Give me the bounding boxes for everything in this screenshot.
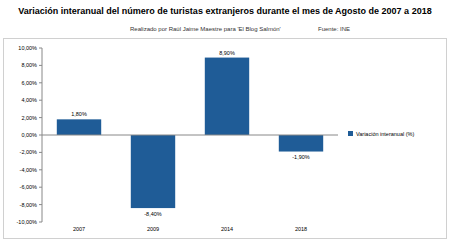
x-tick-label: 2014 <box>221 226 233 232</box>
data-label: -8,40% <box>144 211 162 217</box>
y-tick <box>39 135 42 136</box>
y-tick <box>39 222 42 223</box>
y-tick-label: 8,00% <box>21 62 37 68</box>
y-tick <box>39 48 42 49</box>
chart: Variación interanual del número de turis… <box>0 0 450 240</box>
bar <box>279 135 323 152</box>
y-tick <box>39 187 42 188</box>
y-tick <box>39 65 42 66</box>
y-tick-label: 6,00% <box>21 80 37 86</box>
legend-label: Variación interanual (%) <box>356 131 414 137</box>
y-tick <box>39 117 42 118</box>
y-tick <box>39 152 42 153</box>
y-tick <box>39 82 42 83</box>
bars <box>57 58 323 209</box>
title: Variación interanual del número de turis… <box>18 6 431 16</box>
data-label: 8,90% <box>219 50 235 56</box>
source-note: Fuente: INE <box>318 26 350 32</box>
data-label: -1,90% <box>292 154 310 160</box>
data-label: 1,80% <box>71 111 87 117</box>
x-tick-label: 2007 <box>73 226 85 232</box>
data-labels: 1,80% -8,40% 8,90% -1,90% <box>71 50 310 217</box>
y-tick <box>39 100 42 101</box>
y-tick <box>39 204 42 205</box>
subtitle: Realizado por Raúl Jaime Maestre para 'E… <box>130 26 281 32</box>
y-tick-label: -6,00% <box>20 184 38 190</box>
bar <box>57 119 101 135</box>
bar <box>131 135 175 208</box>
y-tick-label: 0,00% <box>21 132 37 138</box>
y-tick-label: -2,00% <box>20 149 38 155</box>
y-tick-label: 10,00% <box>18 45 37 51</box>
bar <box>205 58 249 135</box>
x-tick-label: 2009 <box>147 226 159 232</box>
y-tick-label: -4,00% <box>20 167 38 173</box>
y-tick-label: -8,00% <box>20 202 38 208</box>
y-tick-label: 2,00% <box>21 115 37 121</box>
y-tick-label: -10,00% <box>17 219 38 225</box>
chart-frame <box>4 39 447 239</box>
zero-line <box>42 135 338 136</box>
y-tick-label: 4,00% <box>21 97 37 103</box>
x-tick-label: 2018 <box>295 226 307 232</box>
y-tick <box>39 169 42 170</box>
legend-swatch <box>348 131 353 136</box>
